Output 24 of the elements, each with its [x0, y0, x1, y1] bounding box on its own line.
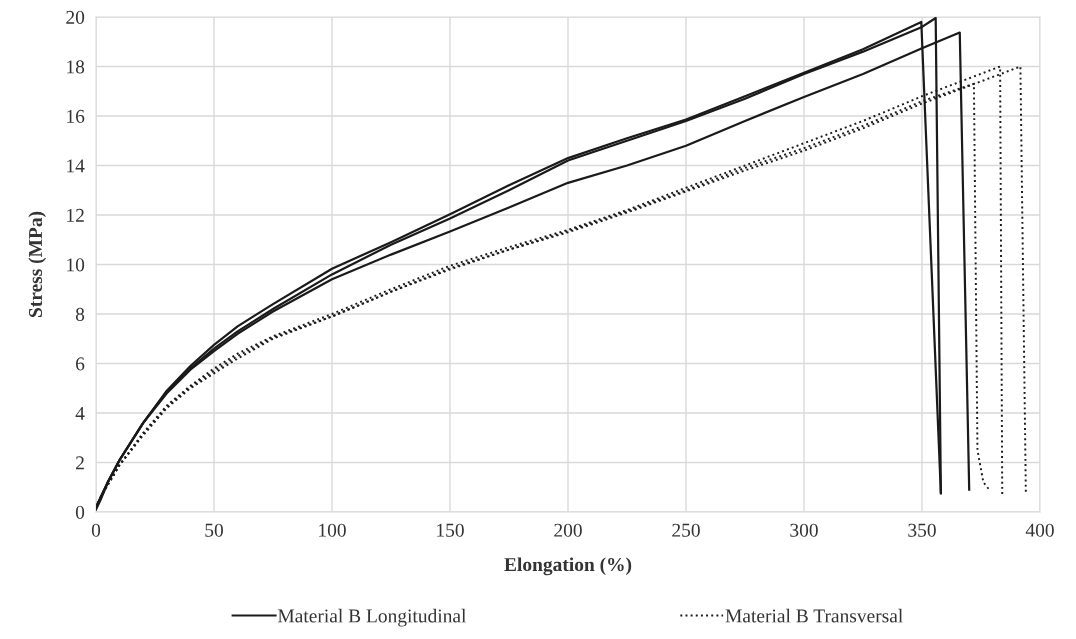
x-tick-label: 150: [437, 523, 464, 537]
y-tick-label: 14: [67, 159, 85, 173]
x-tick-label: 200: [554, 523, 582, 537]
y-tick-label: 16: [67, 109, 85, 123]
x-tick-label: 0: [91, 523, 101, 537]
x-axis-title: Elongation (%): [504, 557, 632, 576]
y-axis-title: Stress (MPa): [28, 211, 46, 318]
y-tick-label: 6: [76, 357, 85, 371]
y-tick-label: 2: [76, 456, 84, 470]
y-tick-label: 8: [75, 307, 85, 321]
x-tick-label: 250: [672, 523, 700, 537]
x-tick-label: 300: [790, 523, 818, 537]
y-tick-label: 12: [67, 208, 84, 222]
x-tick-label: 50: [205, 523, 223, 537]
x-tick-label: 350: [908, 523, 936, 537]
y-tick-label: 4: [75, 406, 85, 420]
x-tick-label: 100: [319, 523, 346, 537]
legend-label: Material B Transversal: [725, 608, 903, 623]
y-tick-label: 20: [66, 10, 85, 24]
y-tick-label: 18: [67, 60, 85, 74]
y-tick-label: 0: [75, 505, 85, 519]
y-tick-label: 10: [67, 258, 85, 272]
legend-label: Material B Longitudinal: [277, 608, 467, 627]
x-tick-label: 400: [1025, 523, 1054, 537]
